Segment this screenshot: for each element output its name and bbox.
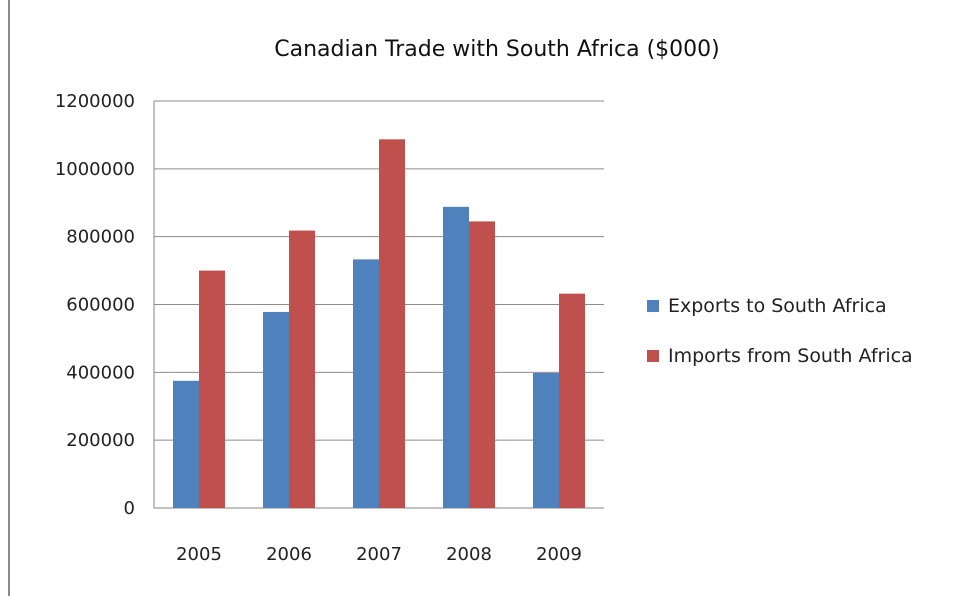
- legend-swatch: [647, 350, 659, 362]
- y-tick-label: 400000: [66, 362, 135, 383]
- x-tick-label: 2006: [266, 544, 312, 565]
- y-tick-label: 600000: [66, 295, 135, 316]
- chart-frame: [8, 0, 971, 596]
- gridlines: [153, 100, 604, 509]
- legend: Exports to South Africa Imports from Sout…: [647, 295, 913, 367]
- y-tick-label: 0: [124, 498, 135, 519]
- legend-label: Exports to South Africa: [668, 295, 887, 317]
- bar-exports-2005: [173, 380, 199, 508]
- x-tick-label: 2009: [536, 544, 582, 565]
- bar-imports-2009: [559, 293, 585, 508]
- bar-imports-2006: [289, 230, 315, 509]
- bar-imports-2005: [199, 270, 225, 508]
- chart-title: Canadian Trade with South Africa ($000): [274, 37, 719, 62]
- bar-exports-2008: [443, 206, 469, 508]
- x-axis-ticks: 2005 2006 2007 2008 2009: [176, 544, 582, 565]
- y-tick-label: 1000000: [55, 159, 135, 180]
- legend-swatch: [647, 300, 659, 312]
- x-tick-label: 2008: [446, 544, 492, 565]
- y-tick-label: 200000: [66, 430, 135, 451]
- legend-label: Imports from South Africa: [668, 345, 913, 367]
- x-tick-label: 2005: [176, 544, 222, 565]
- x-tick-label: 2007: [356, 544, 402, 565]
- bar-imports-2007: [379, 139, 405, 508]
- bar-exports-2009: [533, 373, 559, 508]
- bar-exports-2007: [353, 259, 379, 508]
- y-axis-ticks: 0 200000 400000 600000 800000 1000000 1200000: [55, 91, 135, 519]
- y-tick-label: 1200000: [55, 91, 135, 112]
- bar-imports-2008: [469, 221, 495, 508]
- bars: [173, 139, 585, 509]
- y-tick-label: 800000: [66, 227, 135, 248]
- bar-exports-2006: [263, 311, 289, 508]
